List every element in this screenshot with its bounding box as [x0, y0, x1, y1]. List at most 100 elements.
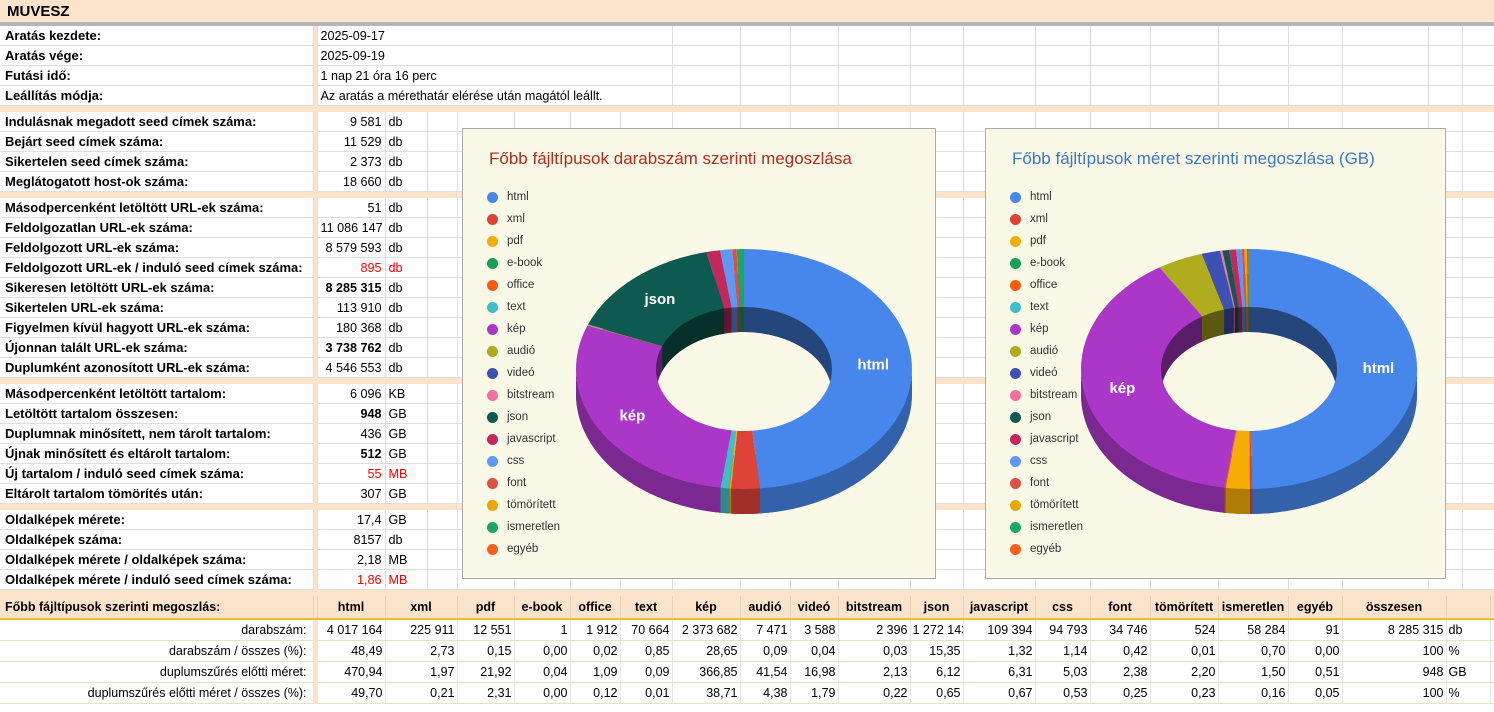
slice-sidewall-kép[interactable]: [576, 369, 721, 513]
slice-sidewall-pdf[interactable]: [729, 488, 732, 514]
donut-chart[interactable]: html kép json: [463, 129, 935, 578]
legend-item-text[interactable]: text: [1010, 296, 1083, 318]
slice-egyéb[interactable]: [1248, 248, 1249, 307]
slice-font[interactable]: [732, 249, 741, 308]
slice-css[interactable]: [1236, 249, 1246, 308]
slice-sidewall-xml[interactable]: [1249, 488, 1253, 514]
slice-innerwall-videó[interactable]: [1224, 307, 1234, 335]
legend-item-javascript[interactable]: javascript: [1010, 428, 1083, 450]
slice-innerwall-json[interactable]: [662, 308, 725, 371]
slice-font[interactable]: [1241, 249, 1247, 308]
slice-innerwall-javascript[interactable]: [724, 307, 732, 334]
slice-innerwall-font[interactable]: [737, 307, 741, 333]
slice-html[interactable]: [744, 249, 912, 489]
legend-item-kép[interactable]: kép: [487, 318, 560, 340]
slice-tömörített[interactable]: [1244, 249, 1248, 308]
legend-item-videó[interactable]: videó: [487, 362, 560, 384]
legend-item-tömörített[interactable]: tömörített: [1010, 494, 1083, 516]
slice-text[interactable]: [720, 430, 737, 489]
slice-json[interactable]: [1222, 249, 1239, 308]
legend-item-html[interactable]: html: [1010, 186, 1083, 208]
slice-innerwall-html[interactable]: [1249, 307, 1337, 394]
legend-item-pdf[interactable]: pdf: [487, 230, 560, 252]
slice-innerwall-css[interactable]: [1242, 307, 1246, 333]
legend-item-kép[interactable]: kép: [1010, 318, 1083, 340]
legend-item-e-book[interactable]: e-book: [1010, 252, 1083, 274]
slice-ismeretlen[interactable]: [736, 249, 744, 308]
slice-office[interactable]: [1224, 430, 1237, 488]
legend-item-xml[interactable]: xml: [1010, 208, 1083, 230]
legend-item-ismeretlen[interactable]: ismeretlen: [487, 516, 560, 538]
slice-tömörített[interactable]: [736, 249, 741, 308]
slice-videó[interactable]: [587, 324, 663, 347]
slice-xml[interactable]: [1249, 430, 1253, 489]
legend-item-egyéb[interactable]: egyéb: [487, 538, 560, 560]
slice-sidewall-kép[interactable]: [1081, 369, 1225, 513]
slice-audió[interactable]: [1159, 253, 1225, 317]
slice-innerwall-kép[interactable]: [1161, 316, 1203, 394]
donut-chart[interactable]: html kép: [986, 129, 1445, 578]
slice-json[interactable]: [588, 252, 725, 346]
slice-videó[interactable]: [1201, 250, 1234, 310]
slice-text[interactable]: [1224, 430, 1237, 488]
slice-innerwall-css[interactable]: [731, 307, 738, 333]
slice-sidewall-text[interactable]: [720, 487, 730, 514]
legend-item-font[interactable]: font: [1010, 472, 1083, 494]
slice-html[interactable]: [1249, 249, 1418, 489]
legend-item-html[interactable]: html: [487, 186, 560, 208]
legend-item-bitstream[interactable]: bitstream: [487, 384, 560, 406]
legend-item-ismeretlen[interactable]: ismeretlen: [1010, 516, 1083, 538]
slice-audió[interactable]: [587, 324, 663, 347]
header-divider: [0, 22, 1494, 26]
slice-innerwall-javascript[interactable]: [1238, 307, 1243, 333]
slice-innerwall-font[interactable]: [1245, 307, 1247, 333]
legend-item-xml[interactable]: xml: [487, 208, 560, 230]
legend-item-javascript[interactable]: javascript: [487, 428, 560, 450]
slice-sidewall-html[interactable]: [759, 369, 912, 514]
slice-kép[interactable]: [575, 325, 732, 488]
slice-ismeretlen[interactable]: [1246, 249, 1249, 308]
legend-item-text[interactable]: text: [487, 296, 560, 318]
slice-innerwall-tömörített[interactable]: [1246, 307, 1248, 333]
slice-sidewall-xml[interactable]: [731, 488, 760, 514]
slice-innerwall-ismeretlen[interactable]: [1247, 307, 1249, 333]
slice-innerwall-ismeretlen[interactable]: [740, 307, 744, 333]
slice-sidewall-pdf[interactable]: [1225, 487, 1250, 515]
legend-item-tömörített[interactable]: tömörített: [487, 494, 560, 516]
legend-item-audió[interactable]: audió: [487, 340, 560, 362]
slice-pdf[interactable]: [729, 430, 738, 489]
slice-kép[interactable]: [1080, 267, 1237, 488]
legend-item-css[interactable]: css: [1010, 450, 1083, 472]
slice-css[interactable]: [720, 249, 738, 308]
legend-item-egyéb[interactable]: egyéb: [1010, 538, 1083, 560]
slice-bitstream[interactable]: [587, 324, 663, 347]
legend-item-json[interactable]: json: [487, 406, 560, 428]
slice-javascript[interactable]: [1229, 249, 1243, 308]
filetype-cell: 948: [1342, 661, 1447, 683]
slice-office[interactable]: [729, 430, 737, 489]
legend-item-audió[interactable]: audió: [1010, 340, 1083, 362]
slice-bitstream[interactable]: [1220, 250, 1236, 308]
filetype-cell: 0,51: [1288, 661, 1343, 683]
legend-item-videó[interactable]: videó: [1010, 362, 1083, 384]
legend-item-office[interactable]: office: [487, 274, 560, 296]
slice-sidewall-html[interactable]: [1252, 369, 1417, 514]
legend-item-office[interactable]: office: [1010, 274, 1083, 296]
slice-innerwall-audió[interactable]: [1202, 309, 1225, 342]
legend-item-font[interactable]: font: [487, 472, 560, 494]
legend-item-e-book[interactable]: e-book: [487, 252, 560, 274]
slice-sidewall-office[interactable]: [1224, 487, 1226, 513]
slice-javascript[interactable]: [706, 250, 732, 309]
legend-item-pdf[interactable]: pdf: [1010, 230, 1083, 252]
legend-item-css[interactable]: css: [487, 450, 560, 472]
slice-innerwall-bitstream[interactable]: [1233, 307, 1236, 333]
legend-item-bitstream[interactable]: bitstream: [1010, 384, 1083, 406]
column-header-audió: audió: [740, 596, 791, 620]
peach-gutter: [313, 357, 318, 378]
slice-innerwall-html[interactable]: [744, 307, 832, 394]
slice-innerwall-json[interactable]: [1235, 307, 1239, 333]
stat-value: 4 546 553: [317, 357, 386, 378]
slice-pdf[interactable]: [1225, 430, 1250, 490]
slice-xml[interactable]: [731, 430, 760, 489]
legend-item-json[interactable]: json: [1010, 406, 1083, 428]
